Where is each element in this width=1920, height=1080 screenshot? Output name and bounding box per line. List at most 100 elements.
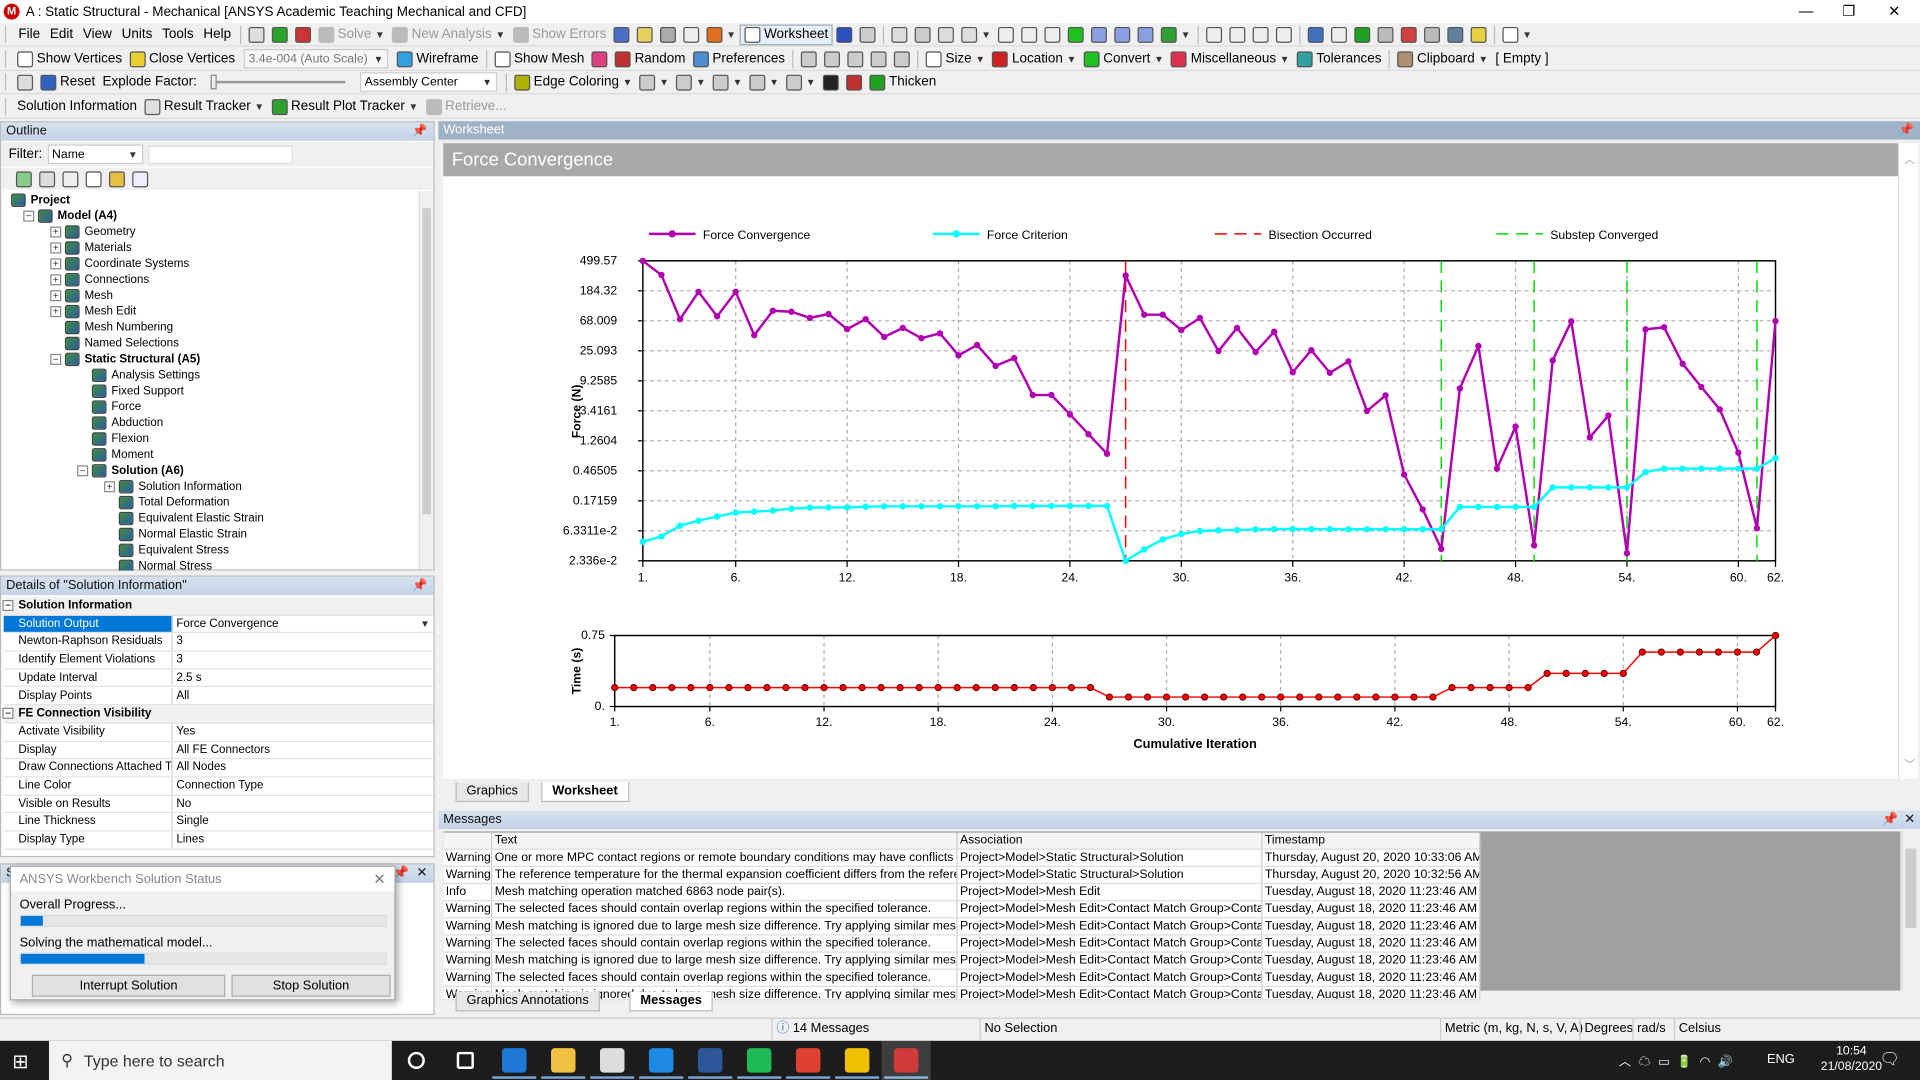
box-zoom-button[interactable] [1272,24,1295,45]
next-view-button[interactable] [1374,24,1397,45]
chrome-icon[interactable] [795,1048,821,1073]
close-icon[interactable]: ✕ [373,870,386,888]
property-value[interactable]: All [176,688,190,703]
chevron-down-icon[interactable]: ▼ [622,76,633,88]
tree-expander[interactable]: + [50,306,62,318]
pointer-button[interactable]: ▼ [958,24,995,45]
taskbar-search-box[interactable]: ⚲ Type here to search [48,1040,392,1080]
random-button[interactable]: Random [611,48,689,69]
edge-style-1-button[interactable]: ▼ [673,72,710,93]
menu-view[interactable]: View [82,26,112,42]
expand-icon[interactable] [62,170,79,187]
store-icon[interactable] [600,1048,625,1073]
tab-graphics[interactable]: Graphics [455,782,529,803]
property-value[interactable]: 3 [176,634,183,649]
chevron-down-icon[interactable]: ▼ [732,76,743,88]
word-icon[interactable] [697,1048,723,1073]
ansys-icon[interactable] [844,1048,870,1073]
toolbar-grip[interactable] [4,73,9,91]
chevron-down-icon[interactable]: ▼ [1522,28,1532,40]
pan-button[interactable] [1226,24,1249,45]
restore-button[interactable]: ❐ [1842,2,1856,20]
chevron-down-icon[interactable]: ▼ [975,53,986,65]
messages-scrollbar[interactable] [1901,831,1919,991]
tree-item-abduction[interactable]: Abduction [91,415,163,431]
explode-button[interactable] [13,72,36,93]
coordinate-button[interactable] [610,24,633,45]
menu-help[interactable]: Help [203,26,232,42]
random-colors-axes-button[interactable] [588,48,611,69]
select-face-button[interactable] [1041,24,1064,45]
close-vertices-button[interactable]: Close Vertices [126,48,239,69]
minimize-button[interactable]: — [1798,2,1814,20]
property-value[interactable]: Single [176,814,209,829]
comment-button[interactable] [633,24,656,45]
parallel-button[interactable] [291,24,314,45]
chevron-down-icon[interactable]: ▼ [495,28,506,40]
size-button[interactable]: Size ▼ [922,48,989,69]
filter-search-input[interactable] [147,145,293,164]
annotation-1-button[interactable] [797,48,820,69]
reset-button[interactable]: Reset [37,72,99,93]
tree-expander[interactable]: − [50,353,62,365]
column-header-association[interactable]: Association [958,832,1263,849]
message-row[interactable]: Warning The reference temperature for the… [443,866,1481,885]
refresh-icon[interactable] [15,170,32,187]
ruler-button[interactable] [1467,24,1490,45]
chevron-down-icon[interactable]: ▼ [981,28,991,40]
location-button[interactable]: Location ▼ [989,48,1080,69]
annotation-2-button[interactable] [821,48,844,69]
wireframe-button[interactable]: Wireframe [393,48,482,69]
tree-item-mesh-numbering[interactable]: Mesh Numbering [64,320,173,336]
message-row[interactable]: Warning The selected faces should contain… [443,969,1481,987]
tree-item-analysis-settings[interactable]: Analysis Settings [91,367,200,383]
iso-view-button[interactable] [1397,24,1420,45]
status-angular-velocity-unit[interactable]: rad/s [1632,1018,1674,1040]
property-value[interactable]: No [176,796,192,811]
status-messages[interactable]: ⓘ 14 Messages [771,1018,979,1040]
chevron-down-icon[interactable]: ▼ [375,28,385,40]
chevron-down-icon[interactable]: ▼ [254,101,265,113]
tree-item-normal-elastic-strain[interactable]: Normal Elastic Strain [118,527,247,543]
label-tag-button[interactable] [856,24,879,45]
rotate-button[interactable] [1203,24,1226,45]
tolerances-button[interactable]: Tolerances [1293,48,1385,69]
chevron-down-icon[interactable]: ▼ [659,76,670,88]
tree-item-solution-information[interactable]: Solution Information [118,479,242,495]
close-icon[interactable]: ✕ [1904,811,1916,827]
chevron-down-icon[interactable]: ▼ [769,76,779,88]
tree-expander[interactable]: − [23,210,35,222]
pin-icon[interactable]: 📌 [1881,811,1898,827]
toolbar-grip[interactable] [4,50,9,68]
cortana-icon[interactable] [407,1051,425,1069]
zoom-button[interactable] [1249,24,1272,45]
system-tray-icons[interactable]: ︿☁▭🔋◠🔊 [1618,1055,1741,1069]
chevron-down-icon[interactable]: ▼ [1478,53,1489,65]
annotation-5-button[interactable] [890,48,913,69]
tree-item-coordinate-systems[interactable]: Coordinate Systems [64,256,189,272]
mail-icon[interactable] [648,1048,674,1073]
select-edge-button[interactable] [1018,24,1041,45]
toolbar-grip[interactable] [4,25,9,43]
chevron-down-icon[interactable]: ▼ [805,76,816,88]
chevron-down-icon[interactable]: ▼ [1066,53,1077,65]
menu-tools[interactable]: Tools [162,26,194,42]
annotation-3-button[interactable] [844,48,867,69]
tree-item-solution-a6[interactable]: Solution (A6) [91,463,184,479]
tree-expander[interactable]: + [50,242,62,254]
menu-file[interactable]: File [18,26,41,42]
miscellaneous-button[interactable]: Miscellaneous ▼ [1167,48,1293,69]
group-collapse-icon[interactable]: − [2,600,14,612]
pin-icon[interactable]: 📌 [1898,123,1914,138]
details-row-newton-raphson-residuals[interactable]: Newton-Raphson Residuals 3 [3,633,434,652]
thin-button[interactable] [843,72,866,93]
tree-item-force[interactable]: Force [91,399,141,415]
edge-style-3-button[interactable]: ▼ [746,72,783,93]
edge-coloring-button[interactable]: Edge Coloring ▼ [510,72,636,93]
section-plane-button[interactable]: ▼ [703,24,740,45]
select-node-button[interactable] [1088,24,1111,45]
explode-factor-slider[interactable] [210,73,346,90]
message-row[interactable]: Warning The selected faces should contain… [443,935,1481,953]
tree-item-fixed-support[interactable]: Fixed Support [91,383,184,399]
